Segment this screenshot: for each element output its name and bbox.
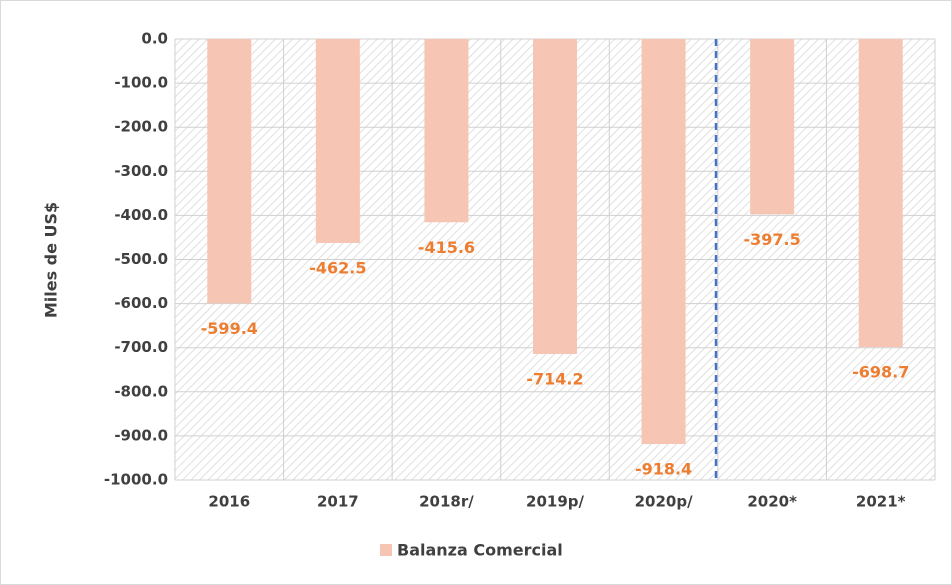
legend-label: Balanza Comercial xyxy=(397,541,563,560)
y-tick-label: 0.0 xyxy=(141,30,168,48)
data-label: -397.5 xyxy=(744,230,801,249)
bar xyxy=(207,39,252,304)
legend-swatch xyxy=(380,544,392,556)
y-axis-title: Miles de US$ xyxy=(42,202,61,318)
bar xyxy=(315,39,360,243)
y-tick-label: -700.0 xyxy=(114,338,168,356)
y-tick-label: -1000.0 xyxy=(104,471,168,489)
data-label: -698.7 xyxy=(852,363,909,382)
x-tick-label: 2021* xyxy=(856,493,906,511)
y-tick-label: -900.0 xyxy=(114,426,168,444)
y-tick-label: -200.0 xyxy=(114,118,168,136)
bar xyxy=(750,39,795,215)
y-tick-label: -500.0 xyxy=(114,250,168,268)
x-tick-label: 2017 xyxy=(317,493,359,511)
x-tick-label: 2019p/ xyxy=(526,493,584,511)
x-tick-label: 2020p/ xyxy=(635,493,693,511)
x-tick-label: 2020* xyxy=(747,493,797,511)
y-tick-label: -100.0 xyxy=(114,74,168,92)
y-tick-label: -800.0 xyxy=(114,382,168,400)
y-tick-label: -400.0 xyxy=(114,206,168,224)
data-label: -714.2 xyxy=(526,369,583,388)
data-label: -462.5 xyxy=(309,258,366,277)
bar xyxy=(533,39,577,354)
y-tick-label: -600.0 xyxy=(114,294,168,312)
bar xyxy=(858,39,903,348)
data-label: -918.4 xyxy=(635,460,692,479)
data-label: -599.4 xyxy=(201,319,258,338)
bar xyxy=(424,39,469,223)
bar xyxy=(641,39,686,445)
data-label: -415.6 xyxy=(418,238,475,257)
x-tick-label: 2016 xyxy=(208,493,250,511)
x-tick-label: 2018r/ xyxy=(419,493,474,511)
y-tick-label: -300.0 xyxy=(114,162,168,180)
bars xyxy=(207,39,903,445)
